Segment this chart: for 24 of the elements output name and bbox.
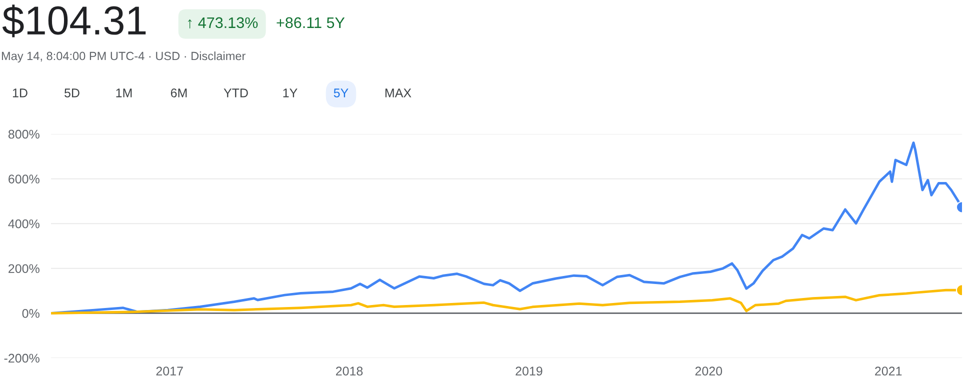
text: YTD: [224, 88, 248, 98]
y-tick-label: 0%: [22, 309, 40, 318]
y-tick-label: 400%: [8, 219, 40, 228]
x-tick-label: 2020: [695, 366, 722, 376]
x-tick-label: 2017: [156, 366, 183, 376]
text: 1D: [12, 88, 28, 98]
text: 1M: [116, 88, 132, 98]
x-tick-label: 2018: [336, 366, 363, 376]
x-tick-label: 2019: [516, 366, 542, 376]
x-tick-label: 2021: [875, 366, 902, 376]
y-tick-label: -200%: [4, 354, 40, 363]
text: 6M: [170, 88, 187, 98]
line-series: [51, 141, 962, 314]
text: 5Y: [334, 88, 348, 98]
text: +86.11 5Y: [276, 17, 345, 28]
text: May 14, 8:04:00 PM UTC-4 · USD · Disclaimer: [2, 52, 246, 62]
text: ↑ 473.13%: [188, 17, 258, 28]
text: 1Y: [283, 88, 298, 98]
y-tick-label: 200%: [8, 264, 40, 274]
y-tick-label: 600%: [8, 174, 40, 184]
chart-title: $104.31: [2, 4, 146, 38]
text: MAX: [385, 88, 412, 98]
y-tick-label: 800%: [8, 130, 40, 139]
text: 5D: [64, 88, 80, 98]
